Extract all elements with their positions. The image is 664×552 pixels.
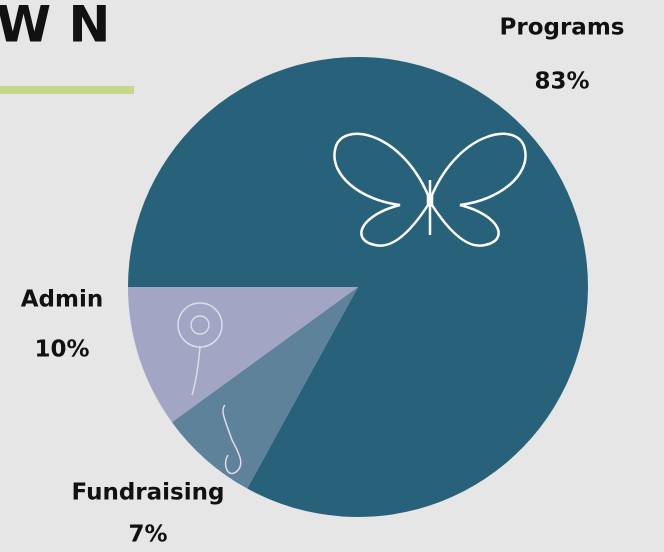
slice-label: Programs xyxy=(500,15,625,41)
title-underline xyxy=(0,86,134,94)
value-label: 83% xyxy=(534,69,589,95)
pie xyxy=(128,57,588,517)
page: W N Programs 83% Fundraising 7% Admin 10… xyxy=(0,0,664,552)
title: W N xyxy=(0,0,110,54)
value-label: 10% xyxy=(34,337,89,363)
value-label: 7% xyxy=(128,522,167,548)
slice-label: Admin xyxy=(21,287,104,313)
slice-label: Fundraising xyxy=(72,480,225,506)
